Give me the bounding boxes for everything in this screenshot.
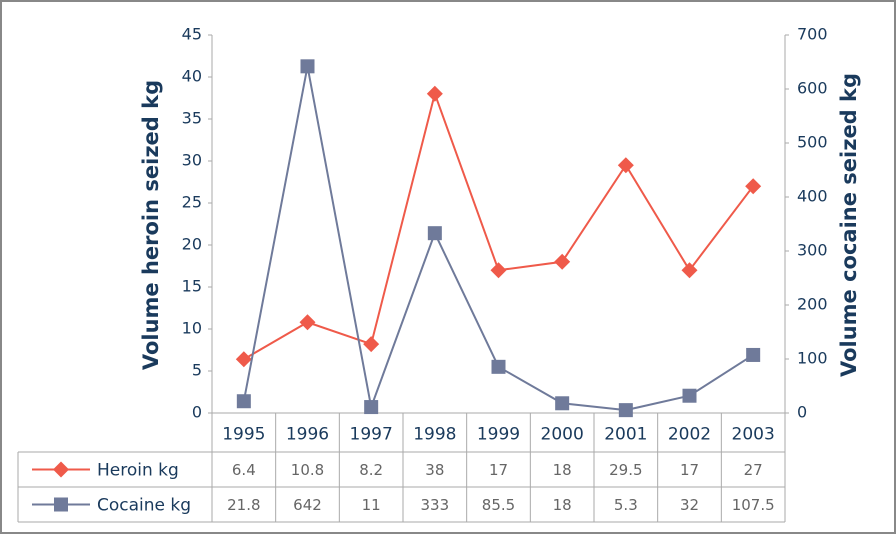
point — [364, 400, 379, 415]
y-tick-label: 35 — [182, 109, 202, 128]
y2-tick-label: 700 — [797, 25, 828, 44]
y2-tick-label: 300 — [797, 241, 828, 260]
y-tick-label: 15 — [182, 277, 202, 296]
point — [617, 157, 634, 174]
point — [490, 262, 507, 279]
table-cell: 10.8 — [291, 461, 324, 479]
legend-marker — [53, 461, 69, 478]
table-cell: 5.3 — [614, 496, 638, 514]
x-tick-label: 1999 — [477, 425, 520, 445]
table-cell: 17 — [680, 461, 699, 479]
x-tick-label: 2003 — [732, 425, 775, 445]
x-tick-label: 1996 — [286, 425, 329, 445]
table-cell: 8.2 — [359, 461, 383, 479]
point — [681, 262, 698, 279]
y-axis-title: Volume heroin seized kg — [139, 80, 163, 370]
table-cell: 85.5 — [482, 496, 515, 514]
point — [300, 59, 315, 74]
table-cell: 17 — [489, 461, 508, 479]
table-cell: 18 — [553, 496, 572, 514]
table-cell: 21.8 — [227, 496, 260, 514]
x-tick-label: 2001 — [604, 425, 647, 445]
point — [491, 359, 506, 374]
x-tick-label: 2000 — [541, 425, 584, 445]
point — [618, 403, 633, 418]
point — [363, 336, 380, 353]
x-tick-label: 2002 — [668, 425, 711, 445]
y2-tick-label: 400 — [797, 187, 828, 206]
table-cell: 18 — [553, 461, 572, 479]
point — [236, 394, 251, 409]
point — [426, 85, 443, 102]
table-cell: 333 — [421, 496, 450, 514]
point — [682, 388, 697, 403]
y-tick-label: 45 — [182, 25, 202, 44]
point — [745, 178, 762, 195]
y2-tick-label: 100 — [797, 349, 828, 368]
point — [427, 226, 442, 241]
table-cell: 32 — [680, 496, 699, 514]
y2-tick-label: 200 — [797, 295, 828, 314]
y2-tick-label: 600 — [797, 79, 828, 98]
table-cell: 29.5 — [609, 461, 642, 479]
point — [235, 351, 252, 368]
point — [555, 396, 570, 411]
legend-marker — [54, 497, 68, 512]
point — [554, 253, 571, 270]
y-tick-label: 25 — [182, 193, 202, 212]
y-tick-label: 0 — [192, 403, 202, 422]
y-tick-label: 10 — [182, 319, 202, 338]
table-cell: 107.5 — [732, 496, 775, 514]
table-cell: 642 — [293, 496, 322, 514]
y2-tick-label: 500 — [797, 133, 828, 152]
legend-label: Cocaine kg — [97, 496, 191, 516]
table-cell: 27 — [744, 461, 763, 479]
table-cell: 38 — [425, 461, 444, 479]
y-tick-label: 30 — [182, 151, 202, 170]
y-tick-label: 5 — [192, 361, 202, 380]
point — [746, 347, 761, 362]
y2-axis-title: Volume cocaine seized kg — [837, 73, 861, 377]
x-tick-label: 1995 — [222, 425, 265, 445]
x-tick-label: 1998 — [413, 425, 456, 445]
table-cell: 6.4 — [232, 461, 256, 479]
point — [299, 314, 316, 331]
y-tick-label: 40 — [182, 67, 202, 86]
table-cell: 11 — [362, 496, 381, 514]
x-tick-label: 1997 — [350, 425, 393, 445]
y-tick-label: 20 — [182, 235, 202, 254]
legend-label: Heroin kg — [97, 461, 179, 481]
y2-tick-label: 0 — [797, 403, 807, 422]
